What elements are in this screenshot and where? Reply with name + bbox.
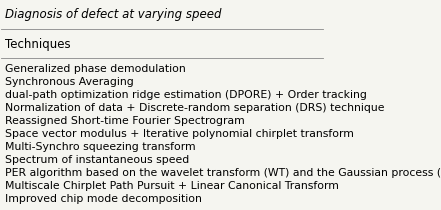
Text: Synchronous Averaging: Synchronous Averaging <box>4 77 133 87</box>
Text: dual-path optimization ridge estimation (DPORE) + Order tracking: dual-path optimization ridge estimation … <box>4 90 366 100</box>
Text: PER algorithm based on the wavelet transform (WT) and the Gaussian process (GP): PER algorithm based on the wavelet trans… <box>4 168 441 178</box>
Text: Reassigned Short-time Fourier Spectrogram: Reassigned Short-time Fourier Spectrogra… <box>4 116 244 126</box>
Text: Normalization of data + Discrete-random separation (DRS) technique: Normalization of data + Discrete-random … <box>4 103 384 113</box>
Text: Multiscale Chirplet Path Pursuit + Linear Canonical Transform: Multiscale Chirplet Path Pursuit + Linea… <box>4 181 339 191</box>
Text: Spectrum of instantaneous speed: Spectrum of instantaneous speed <box>4 155 189 165</box>
Text: Space vector modulus + Iterative polynomial chirplet transform: Space vector modulus + Iterative polynom… <box>4 129 354 139</box>
Text: Techniques: Techniques <box>4 38 70 51</box>
Text: Multi-Synchro squeezing transform: Multi-Synchro squeezing transform <box>4 142 195 152</box>
Text: Generalized phase demodulation: Generalized phase demodulation <box>4 64 185 74</box>
Text: Improved chip mode decomposition: Improved chip mode decomposition <box>4 194 202 204</box>
Text: Diagnosis of defect at varying speed: Diagnosis of defect at varying speed <box>4 8 221 21</box>
